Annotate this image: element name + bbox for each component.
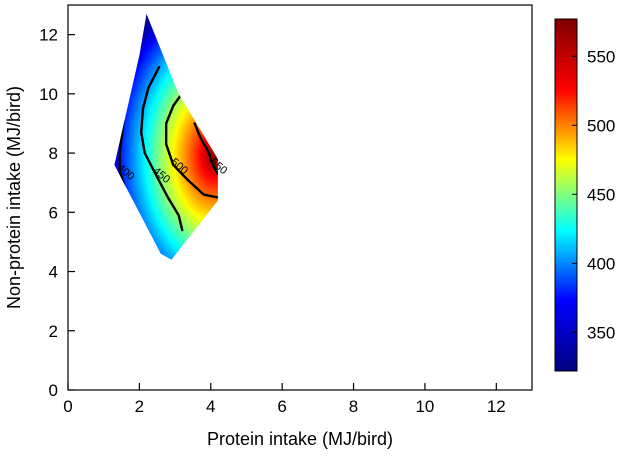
x-tick-label: 8 bbox=[349, 397, 358, 416]
x-axis-label: Protein intake (MJ/bird) bbox=[207, 429, 393, 449]
y-tick-label: 0 bbox=[49, 381, 58, 400]
x-tick-label: 12 bbox=[487, 397, 506, 416]
colorbar-tick-label: 500 bbox=[587, 116, 615, 135]
colorbar-tick-label: 550 bbox=[587, 47, 615, 66]
y-axis-label: Non-protein intake (MJ/bird) bbox=[4, 86, 24, 309]
colorbar-tick-label: 450 bbox=[587, 185, 615, 204]
y-tick-label: 10 bbox=[39, 85, 58, 104]
contour-line-450 bbox=[139, 65, 184, 232]
contour-line-500 bbox=[164, 89, 218, 199]
x-tick-label: 6 bbox=[277, 397, 286, 416]
y-tick-label: 8 bbox=[49, 144, 58, 163]
x-tick-label: 4 bbox=[206, 397, 215, 416]
y-tick-label: 6 bbox=[49, 203, 58, 222]
y-tick-label: 4 bbox=[49, 263, 58, 282]
colorbar bbox=[554, 18, 578, 372]
x-tick-label: 0 bbox=[63, 397, 72, 416]
y-tick-label: 2 bbox=[49, 322, 58, 341]
x-tick-label: 10 bbox=[415, 397, 434, 416]
contour-line-550 bbox=[193, 122, 218, 176]
y-tick-label: 12 bbox=[39, 26, 58, 45]
colorbar-tick-label: 400 bbox=[587, 254, 615, 273]
plot-frame bbox=[67, 4, 533, 391]
colorbar-tick-label: 350 bbox=[587, 323, 615, 342]
x-tick-label: 2 bbox=[135, 397, 144, 416]
